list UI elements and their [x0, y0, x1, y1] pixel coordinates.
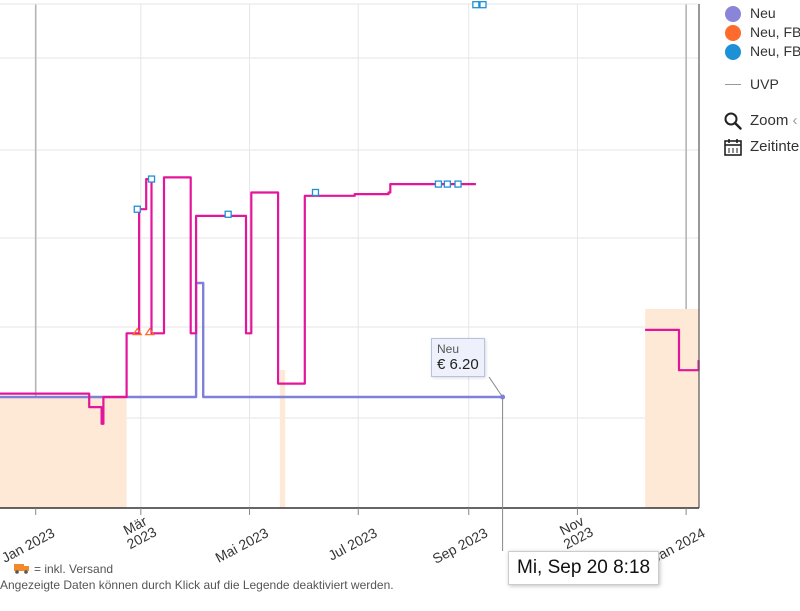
tooltip-title: Neu	[437, 342, 460, 356]
shipping-note: = inkl. Versand	[14, 562, 113, 576]
fbm-marker	[434, 180, 443, 188]
fbm-marker	[311, 188, 320, 197]
fbm-marker	[443, 180, 451, 188]
magnifier-icon	[724, 112, 742, 130]
price-tooltip: Neu € 6.20	[431, 338, 485, 377]
shaded-region	[645, 309, 699, 508]
fbm-marker	[472, 1, 480, 9]
fbm-marker	[133, 205, 141, 213]
zoom-control[interactable]: Zoom ‹	[723, 108, 800, 134]
fbm-marker	[147, 175, 156, 183]
series-line-3	[0, 176, 476, 425]
time-range-label: Zeitinte	[750, 138, 800, 155]
cursor-line	[488, 376, 506, 551]
cursor-date-flag: Mi, Sep 20 8:18	[508, 551, 660, 585]
x-tick-label: Nov2023	[554, 511, 596, 552]
legend-label-uvp: UVP	[750, 76, 779, 92]
legend-item-neu-fba[interactable]: Neu, FB	[723, 23, 800, 42]
fba-marker	[144, 327, 155, 336]
legend-dot-neu	[725, 6, 741, 22]
shaded-region	[279, 370, 286, 508]
x-tick-label: Sep 2023	[430, 524, 491, 566]
zoom-suffix: ‹	[792, 112, 798, 129]
calendar-icon	[724, 139, 742, 156]
legend-dot-neu-fbm	[725, 44, 741, 60]
legend-hint: Angezeigte Daten können durch Klick auf …	[0, 578, 394, 592]
tooltip-value: € 6.20	[437, 356, 479, 373]
legend: Neu Neu, FB Neu, FB UVP Zoom ‹ Zeitinte	[723, 4, 800, 160]
legend-item-neu-fbm[interactable]: Neu, FB	[723, 42, 800, 61]
legend-dot-neu-fba	[725, 25, 741, 41]
legend-line-uvp	[725, 84, 741, 85]
time-range-control[interactable]: Zeitinte	[723, 134, 800, 160]
shipping-note-text: = inkl. Versand	[34, 562, 114, 576]
fbm-marker	[224, 210, 232, 218]
legend-item-neu[interactable]: Neu	[723, 4, 800, 23]
truck-icon	[14, 564, 29, 574]
series-markers	[132, 1, 487, 336]
shaded-region	[0, 397, 127, 508]
shaded-regions	[0, 309, 699, 508]
legend-label-neu: Neu	[750, 5, 776, 21]
fba-marker	[132, 327, 143, 336]
legend-label-neu-fba: Neu, FB	[750, 24, 800, 40]
x-tick-label: Mär2023	[117, 511, 159, 552]
x-tick-label: Mai 2023	[213, 524, 272, 565]
fbm-marker	[479, 1, 487, 9]
x-tick-label: Jul 2023	[325, 524, 379, 563]
cursor-point	[500, 394, 506, 400]
zoom-label: Zoom	[750, 112, 789, 129]
legend-item-uvp[interactable]: UVP	[723, 75, 800, 94]
x-tick-label: Jan 2023	[0, 524, 57, 565]
tooltip-connector	[488, 376, 503, 398]
legend-label-neu-fbm: Neu, FB	[750, 43, 800, 59]
fbm-marker	[454, 180, 462, 188]
chart-grid	[0, 3, 699, 508]
